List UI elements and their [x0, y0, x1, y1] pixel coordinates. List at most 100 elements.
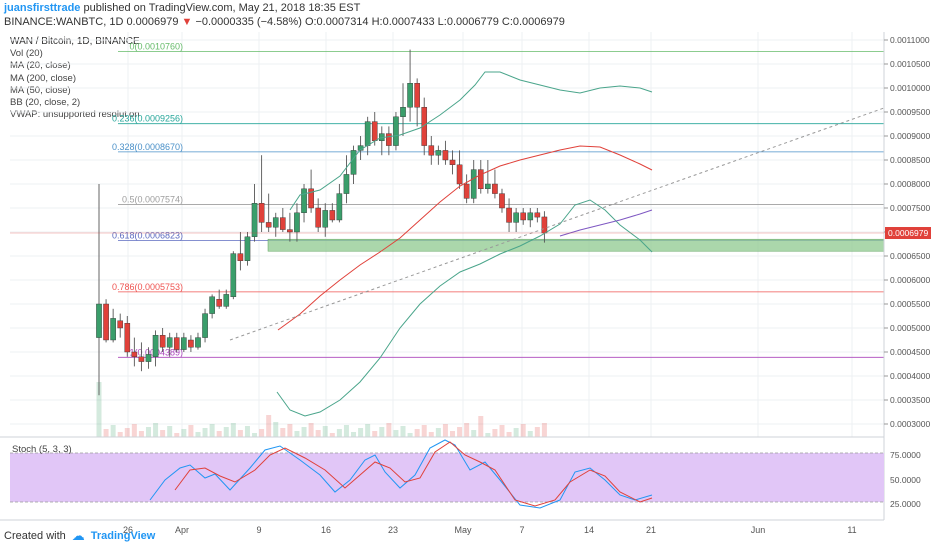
time-tick-label: Apr	[175, 525, 189, 535]
candle-body	[287, 229, 293, 233]
volume-bar	[153, 423, 159, 437]
candle	[492, 169, 498, 199]
price-change: −0.0000335 (−4.58%)	[195, 16, 302, 28]
time-axis: 26 Apr 9 16 23 May 7 14 21 Jun 11	[0, 519, 884, 535]
candle	[301, 184, 307, 223]
stoch-label: Stoch (5, 3, 3)	[12, 444, 72, 455]
candle-body	[322, 210, 329, 228]
volume-bar	[216, 431, 222, 437]
candle	[131, 337, 138, 367]
volume-bar	[131, 424, 137, 437]
volume-bar	[541, 423, 547, 437]
candle-body	[527, 212, 534, 221]
volume-bar	[223, 427, 229, 437]
volume-bar	[230, 423, 236, 437]
candle-body	[124, 323, 131, 353]
candle-body	[506, 207, 512, 223]
stoch-d-line	[174, 441, 653, 507]
candle	[414, 78, 420, 127]
legend-vol[interactable]: Vol (20)	[10, 48, 43, 60]
candle-body	[350, 150, 357, 175]
volume-bar	[280, 428, 286, 437]
volume-bar	[195, 432, 201, 437]
candle-body	[103, 303, 109, 341]
candle	[265, 193, 272, 232]
candle	[103, 299, 109, 343]
candle-body	[188, 339, 194, 348]
volume-bar	[457, 427, 463, 437]
time-tick-label: 7	[519, 525, 524, 535]
candle-body	[209, 296, 215, 314]
symbol-price: BINANCE:WANBTC, 1D 0.0006979	[4, 16, 179, 28]
candle	[152, 330, 159, 367]
fib-label: 0.5(0.0007574)	[122, 194, 183, 204]
candle	[470, 160, 477, 204]
candle	[350, 145, 357, 184]
volume-bar	[273, 422, 279, 437]
volume-bar	[442, 424, 448, 437]
candle-body	[414, 82, 420, 108]
price-tick-label: 0.0004000	[890, 371, 930, 381]
candle	[329, 203, 336, 223]
candle	[400, 83, 406, 136]
volume-bar	[407, 433, 413, 437]
candle-body	[400, 106, 406, 117]
volume-bar	[117, 432, 123, 437]
price-tick-label: 0.0005500	[890, 299, 930, 309]
author-link[interactable]: juansfirsttrade	[4, 2, 81, 14]
candle	[280, 208, 286, 232]
volume-bar	[435, 428, 441, 437]
candle	[541, 211, 548, 243]
stoch-tick-label: 50.0000	[890, 475, 921, 485]
tradingview-brand[interactable]: TradingView	[90, 530, 156, 542]
legend-ma50[interactable]: MA (50, close)	[10, 84, 71, 96]
volume-bar	[372, 431, 378, 437]
stoch-tick-label: 75.0000	[890, 450, 921, 460]
candle-body	[428, 145, 435, 156]
indicator-legend: WAN / Bitcoin, 1D, BINANCE Vol (20) MA (…	[10, 36, 140, 121]
ma-20-line	[277, 145, 653, 331]
candle-body	[442, 150, 449, 161]
candle-body	[145, 354, 152, 362]
candle	[336, 184, 343, 223]
candle	[442, 140, 449, 165]
candle-body	[364, 121, 371, 146]
support-zone	[267, 238, 885, 252]
candle	[449, 150, 456, 175]
time-tick-label: Jun	[751, 525, 766, 535]
candle-body	[138, 356, 145, 362]
volume-bar	[96, 382, 102, 437]
candle	[513, 208, 519, 232]
candle-body	[449, 159, 456, 165]
candle-body	[244, 236, 251, 262]
legend-vwap[interactable]: VWAP: unsupported resolution	[10, 109, 140, 121]
volume-bar	[527, 431, 533, 437]
legend-ma200[interactable]: MA (200, close)	[10, 72, 76, 84]
price-tick-label: 0.0009000	[890, 131, 930, 141]
candle	[534, 208, 541, 223]
last-price-badge	[885, 227, 931, 240]
volume-bar	[492, 429, 498, 437]
volume-bars	[96, 382, 547, 437]
candle-body	[499, 193, 505, 209]
fib-label: 0.786(0.0005753)	[112, 282, 183, 292]
candle-body	[485, 183, 491, 190]
candle	[209, 294, 215, 319]
volume-bar	[167, 426, 173, 437]
price-tick-label: 0.0006500	[890, 251, 930, 261]
candle-body	[110, 318, 116, 341]
volume-bar	[471, 430, 477, 437]
price-tick-label: 0.0004500	[890, 347, 930, 357]
candle	[315, 198, 321, 232]
candle-body	[258, 202, 265, 223]
price-tick-label: 0.0003000	[890, 419, 930, 429]
volume-bar	[209, 424, 215, 437]
candle	[435, 145, 442, 165]
candle	[202, 308, 208, 343]
volume-bar	[259, 429, 265, 437]
candle	[251, 184, 258, 242]
legend-ma20[interactable]: MA (20, close)	[10, 60, 71, 72]
legend-bb[interactable]: BB (20, close, 2)	[10, 97, 81, 109]
ohlc-values: O:0.0007314 H:0.0007433 L:0.0006779 C:0.…	[304, 16, 565, 28]
